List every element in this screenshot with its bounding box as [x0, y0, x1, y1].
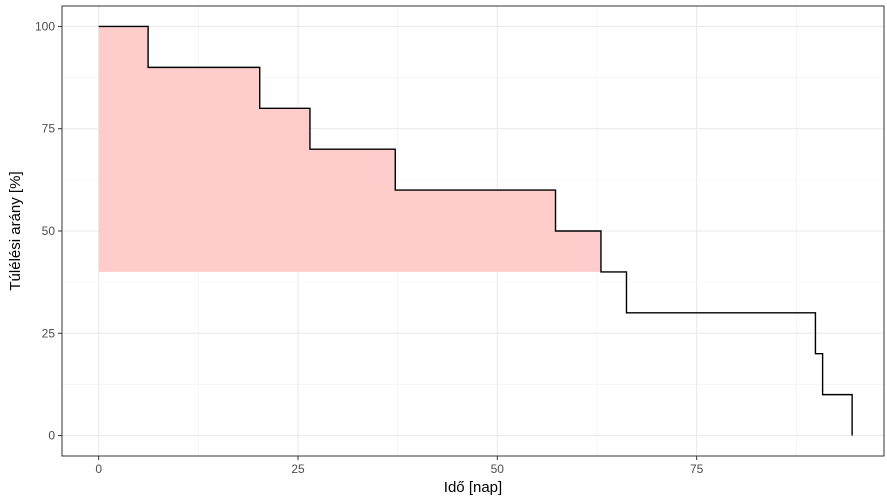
x-tick-label: 0 — [95, 462, 102, 476]
y-tick-label: 25 — [42, 326, 56, 340]
y-axis-ticks: 0 25 50 75 100 — [35, 19, 62, 443]
y-tick-label: 0 — [48, 429, 55, 443]
x-axis-ticks: 0 25 50 75 — [95, 456, 704, 476]
y-tick-label: 50 — [42, 224, 56, 238]
survival-curve-layer — [98, 25, 853, 436]
x-tick-label: 50 — [491, 462, 505, 476]
y-tick-label: 100 — [35, 19, 55, 33]
y-axis-title: Túlélési arány [%] — [7, 171, 24, 290]
x-axis-title: Idő [nap] — [444, 479, 502, 496]
x-tick-label: 75 — [690, 462, 704, 476]
y-tick-label: 75 — [42, 122, 56, 136]
survival-step-line — [98, 25, 853, 436]
x-tick-label: 25 — [291, 462, 305, 476]
